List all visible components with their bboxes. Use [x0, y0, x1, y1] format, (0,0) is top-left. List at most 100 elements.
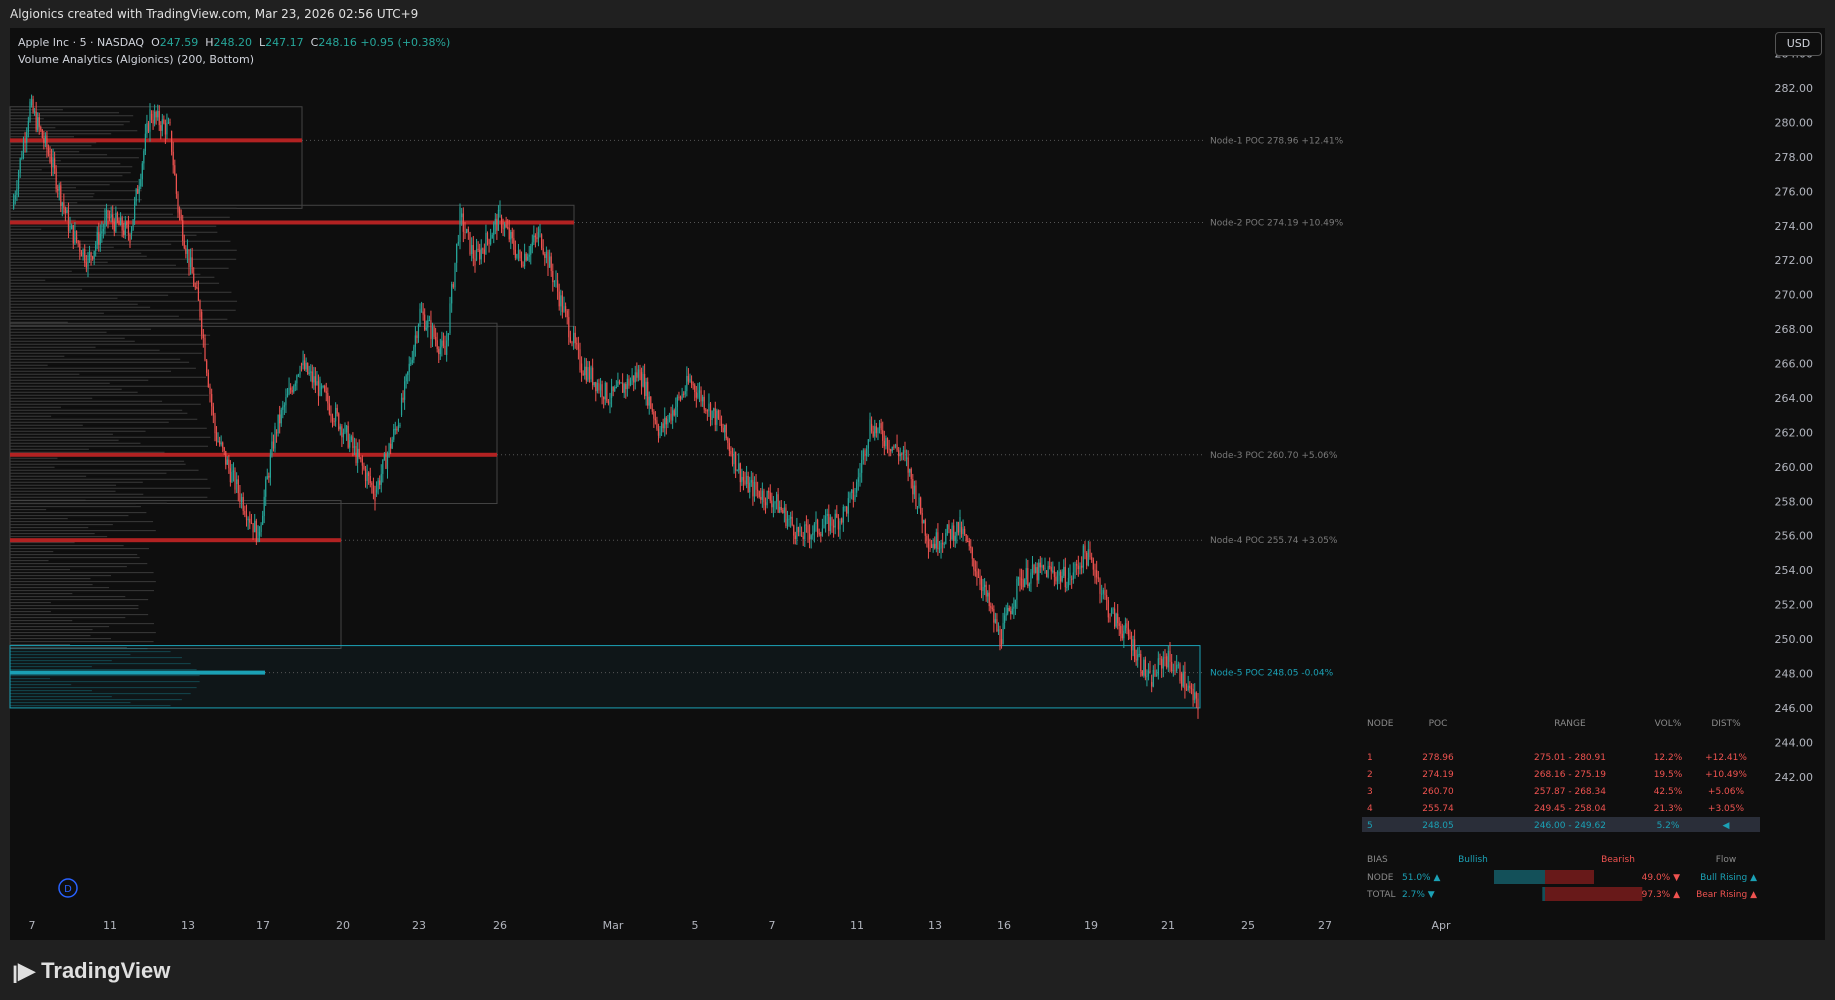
candle-body	[951, 525, 953, 540]
candle-body	[449, 303, 451, 334]
candle-body	[347, 425, 349, 448]
candle-body	[930, 544, 933, 548]
node-box	[9, 204, 575, 327]
candle-body	[549, 256, 551, 268]
candle-body	[212, 406, 214, 416]
candle-body	[1020, 578, 1023, 580]
candle-body	[566, 310, 568, 318]
candle-body	[420, 311, 423, 313]
candle-body	[119, 217, 122, 226]
candle-body	[414, 335, 416, 347]
candle-body	[87, 255, 89, 268]
candle-body	[896, 444, 898, 451]
candle-body	[976, 571, 978, 577]
candle-body	[595, 382, 597, 392]
candle-body	[690, 380, 693, 385]
candle-body	[368, 472, 370, 477]
candle-body	[1138, 654, 1140, 656]
candle-body	[609, 402, 611, 404]
candle-body	[268, 475, 270, 478]
y-tick-label: 254.00	[1775, 564, 1814, 577]
bias-bearish-header: Bearish	[1601, 855, 1635, 865]
y-tick-label: 266.00	[1775, 358, 1814, 371]
open-value: 247.59	[159, 36, 199, 49]
candle-body	[547, 251, 549, 268]
candle-body	[882, 430, 884, 441]
candle-body	[382, 459, 384, 474]
candle-body	[209, 386, 211, 395]
candle-body	[888, 448, 890, 450]
candle-body	[997, 629, 1000, 632]
candle-body	[286, 394, 289, 398]
candle-body	[534, 235, 536, 238]
candle-body	[228, 459, 230, 469]
x-tick-label: 11	[103, 919, 117, 932]
table-cell: +5.06%	[1708, 787, 1745, 797]
candle-body	[490, 238, 492, 245]
candle-body	[960, 527, 963, 535]
candle-body	[530, 245, 532, 255]
candle-body	[436, 340, 438, 349]
candle-body	[877, 428, 879, 434]
candle-body	[193, 273, 195, 287]
candle-body	[870, 423, 873, 432]
candle-body	[1079, 565, 1081, 570]
candle-body	[282, 406, 284, 410]
candle-body	[805, 524, 807, 526]
candle-body	[846, 506, 848, 514]
candle-body	[531, 242, 533, 246]
tradingview-logo[interactable]: ꞁ▶ TradingView	[12, 958, 170, 984]
candle-body	[898, 450, 900, 457]
candle-body	[220, 442, 222, 445]
candle-body	[485, 232, 487, 255]
candle-body	[730, 451, 732, 455]
candle-body	[355, 445, 357, 463]
candle-body	[464, 231, 466, 234]
candle-body	[1056, 575, 1059, 582]
candle-body	[1035, 567, 1037, 573]
candle-series	[13, 94, 1199, 719]
candle-body	[545, 251, 547, 258]
candle-body	[1144, 659, 1146, 677]
table-header: DIST%	[1711, 719, 1741, 729]
candle-body	[363, 465, 365, 470]
candle-body	[1132, 639, 1134, 651]
candle-body	[115, 213, 117, 232]
candle-body	[708, 403, 710, 412]
candle-body	[112, 214, 114, 222]
chart-panel[interactable]	[10, 28, 1825, 940]
candle-body	[622, 382, 624, 393]
candle-body	[324, 386, 326, 392]
candle-body	[290, 387, 292, 390]
candle-body	[307, 362, 309, 374]
candle-body	[618, 381, 621, 383]
candle-body	[422, 311, 424, 315]
candle-body	[949, 529, 952, 540]
candle-body	[249, 518, 251, 523]
candle-body	[956, 521, 958, 536]
candle-body	[739, 463, 741, 483]
candle-body	[552, 270, 554, 283]
symbol-name[interactable]: Apple Inc · 5 · NASDAQ	[18, 36, 145, 49]
candle-body	[859, 472, 861, 478]
candle-body	[85, 262, 87, 268]
candle-body	[322, 386, 324, 388]
candle-body	[1104, 590, 1106, 596]
candle-body	[923, 520, 925, 524]
currency-button[interactable]: USD	[1775, 32, 1822, 56]
y-tick-label: 276.00	[1775, 185, 1814, 198]
indicator-title[interactable]: Volume Analytics (Algionics) (200, Botto…	[18, 53, 255, 66]
candle-body	[1195, 692, 1197, 699]
candle-body	[1124, 623, 1126, 631]
candle-body	[606, 382, 608, 401]
table-cell: 268.16 - 275.19	[1534, 770, 1606, 780]
candle-body	[486, 232, 489, 240]
candle-body	[918, 497, 920, 507]
candle-body	[1134, 639, 1136, 660]
y-tick-label: 264.00	[1775, 392, 1814, 405]
x-tick-label: 11	[850, 919, 864, 932]
candle-body	[544, 253, 546, 258]
candle-body	[794, 535, 796, 539]
candle-body	[411, 359, 413, 363]
